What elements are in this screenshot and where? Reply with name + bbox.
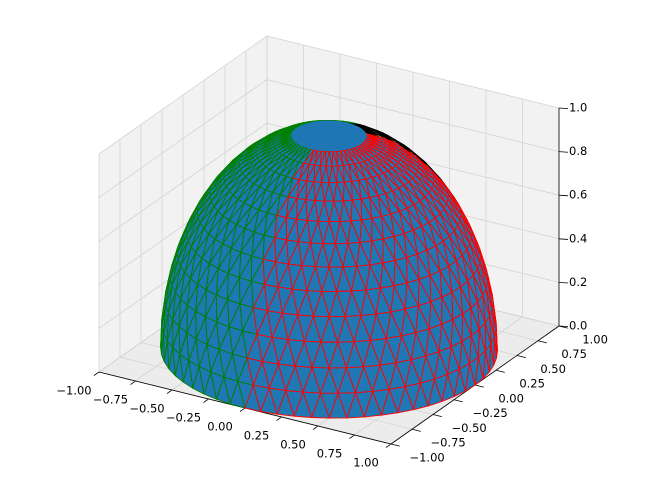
y-tick-label: −0.50 [451, 421, 486, 435]
x-tick-mark [385, 443, 392, 448]
y-tick-label: 0.00 [498, 391, 524, 405]
z-tick-mark [558, 325, 569, 328]
z-tick-label: 1.0 [569, 101, 587, 115]
x-tick-mark [203, 398, 209, 403]
z-tick-label: 0.0 [569, 319, 587, 333]
y-tick-label: 1.00 [582, 332, 608, 346]
y-tick-mark [474, 384, 484, 388]
z-tick-label: 0.4 [569, 231, 587, 245]
x-tick-label: 0.00 [207, 419, 233, 433]
grid-line [98, 35, 268, 155]
y-tick-mark [453, 399, 463, 403]
grid-line [266, 79, 560, 152]
z-tick-label: 0.6 [569, 188, 587, 202]
x-tick-label: 0.75 [317, 446, 343, 460]
y-tick-label: 0.75 [561, 347, 587, 361]
z-tick-mark [558, 282, 569, 284]
x-tick-mark [239, 407, 246, 412]
y-tick-label: −0.75 [430, 436, 465, 450]
x-tick-label: 1.00 [353, 455, 379, 469]
y-tick-mark [537, 340, 547, 344]
y-tick-label: −0.25 [472, 406, 507, 420]
x-tick-label: −1.00 [56, 383, 91, 397]
y-tick-mark [411, 428, 421, 432]
z-tick-mark [558, 107, 569, 110]
y-tick-mark [390, 443, 400, 447]
grid-line [98, 79, 268, 198]
y-tick-mark [432, 414, 442, 418]
y-tick-mark [495, 369, 505, 373]
y-tick-label: 0.50 [540, 362, 566, 376]
z-tick-mark [558, 151, 569, 153]
x-tick-mark [166, 389, 173, 394]
x-tick-label: 0.50 [280, 437, 306, 451]
x-tick-mark [349, 434, 355, 439]
z-tick-label: 0.8 [569, 144, 587, 158]
z-tick-mark [558, 194, 569, 197]
hemisphere [160, 119, 498, 419]
y-tick-mark [516, 355, 526, 359]
x-tick-label: 0.25 [244, 428, 270, 442]
grid-line [266, 35, 560, 109]
x-tick-label: −0.50 [129, 401, 164, 415]
x-tick-label: −0.75 [93, 392, 128, 406]
x-tick-mark [130, 380, 136, 385]
grid-line [98, 122, 268, 242]
x-tick-label: −0.25 [166, 410, 201, 424]
z-tick-mark [558, 238, 569, 240]
x-tick-mark [276, 416, 282, 421]
x-tick-mark [93, 371, 100, 376]
z-tick-label: 0.2 [569, 275, 587, 289]
y-tick-label: 0.25 [519, 377, 545, 391]
y-tick-label: −1.00 [409, 450, 444, 464]
mesh-triangle [320, 341, 339, 369]
x-tick-mark [312, 425, 319, 430]
